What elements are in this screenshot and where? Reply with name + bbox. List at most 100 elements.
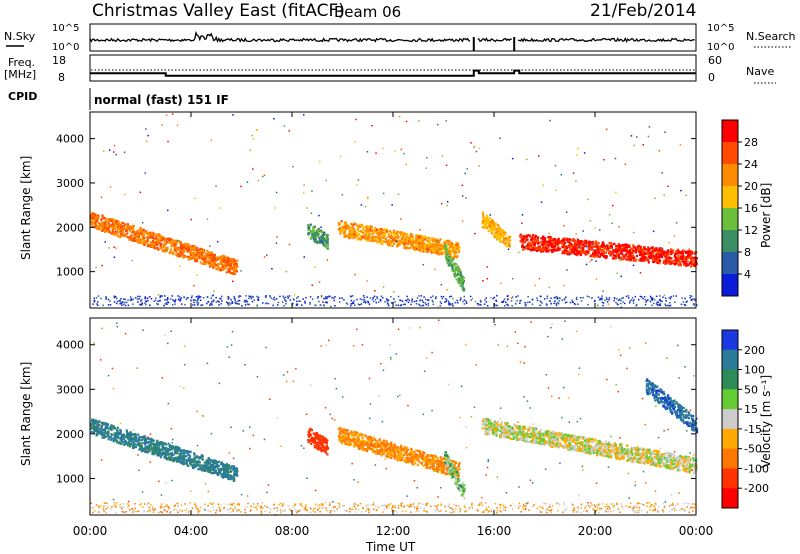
ground-cell — [154, 299, 157, 302]
data-cell — [455, 263, 458, 266]
ground-cell — [363, 301, 365, 303]
noise-cell — [673, 235, 676, 237]
ground-cell — [571, 299, 573, 302]
data-cell — [209, 467, 212, 470]
data-cell — [522, 235, 525, 238]
data-cell — [556, 243, 559, 246]
ground-cell — [539, 295, 542, 297]
data-cell — [481, 219, 484, 222]
data-cell — [105, 435, 108, 438]
data-cell — [392, 238, 395, 241]
data-cell — [639, 245, 642, 248]
data-cell — [90, 214, 93, 217]
data-cell — [235, 265, 238, 269]
data-cell — [210, 252, 213, 255]
data-cell — [634, 251, 637, 254]
data-cell — [135, 440, 138, 443]
data-cell — [425, 247, 429, 251]
data-cell — [119, 437, 123, 440]
noise-cell — [115, 247, 117, 249]
noise-cell — [271, 268, 273, 270]
data-cell — [456, 247, 459, 250]
data-cell — [379, 231, 382, 234]
ground-cell — [432, 295, 434, 297]
ground-cell — [454, 302, 457, 304]
data-cell — [433, 238, 436, 241]
noise-cell — [549, 119, 551, 122]
ground-cell — [237, 300, 239, 302]
data-cell — [326, 244, 329, 248]
data-cell — [312, 226, 315, 229]
ground-cell — [657, 301, 659, 304]
ground-cell — [316, 297, 319, 299]
data-cell — [217, 468, 220, 471]
data-cell — [385, 228, 388, 231]
data-cell — [185, 450, 188, 453]
data-cell — [563, 248, 567, 251]
ground-cell — [364, 302, 367, 304]
data-cell — [129, 235, 132, 238]
data-cell — [325, 438, 328, 441]
data-cell — [154, 447, 158, 451]
noise-cell — [586, 245, 588, 248]
data-cell — [595, 240, 598, 243]
data-cell — [658, 262, 661, 265]
data-cell — [675, 251, 678, 254]
data-cell — [203, 262, 206, 265]
data-cell — [527, 247, 530, 250]
ground-cell — [615, 301, 617, 304]
data-cell — [177, 446, 180, 449]
data-cell — [100, 228, 103, 231]
noise-cell — [464, 172, 466, 175]
noise-cell — [554, 164, 557, 167]
noise-cell — [575, 233, 577, 235]
data-cell — [400, 241, 404, 244]
data-cell — [384, 233, 387, 237]
ground-cell — [689, 295, 691, 297]
data-cell — [398, 240, 401, 243]
data-cell — [605, 255, 608, 258]
ground-cell — [507, 299, 509, 301]
data-cell — [322, 232, 325, 235]
data-cell — [149, 448, 152, 451]
data-cell — [584, 241, 587, 244]
data-cell — [655, 253, 658, 256]
data-cell — [462, 280, 465, 284]
data-cell — [215, 472, 219, 475]
ground-cell — [228, 304, 230, 307]
noise-cell — [595, 260, 597, 262]
ground-cell — [315, 304, 317, 306]
data-cell — [446, 252, 449, 256]
data-cell — [485, 225, 488, 228]
data-cell — [134, 434, 137, 437]
noise-cell — [434, 268, 436, 271]
data-cell — [121, 230, 124, 233]
data-cell — [406, 238, 409, 241]
data-cell — [571, 248, 574, 251]
ground-cell — [680, 303, 683, 306]
ground-cell — [510, 300, 513, 302]
data-cell — [554, 248, 557, 251]
data-cell — [127, 433, 130, 436]
data-cell — [665, 251, 668, 254]
data-cell — [417, 248, 420, 251]
ground-cell — [293, 299, 295, 301]
beam-label: Beam 06 — [334, 3, 401, 21]
data-cell — [134, 438, 137, 441]
data-cell — [107, 432, 110, 435]
data-cell — [453, 262, 456, 265]
data-cell — [139, 227, 142, 230]
ground-cell — [251, 295, 253, 298]
ground-cell — [689, 297, 691, 299]
data-cell — [615, 244, 618, 248]
data-cell — [574, 243, 577, 246]
data-cell — [98, 431, 101, 434]
data-cell — [652, 251, 655, 254]
data-cell — [151, 240, 155, 243]
data-cell — [617, 255, 620, 258]
data-cell — [325, 236, 328, 239]
data-cell — [589, 255, 592, 258]
ground-cell — [675, 295, 677, 297]
data-cell — [597, 242, 600, 245]
data-cell — [562, 237, 566, 240]
